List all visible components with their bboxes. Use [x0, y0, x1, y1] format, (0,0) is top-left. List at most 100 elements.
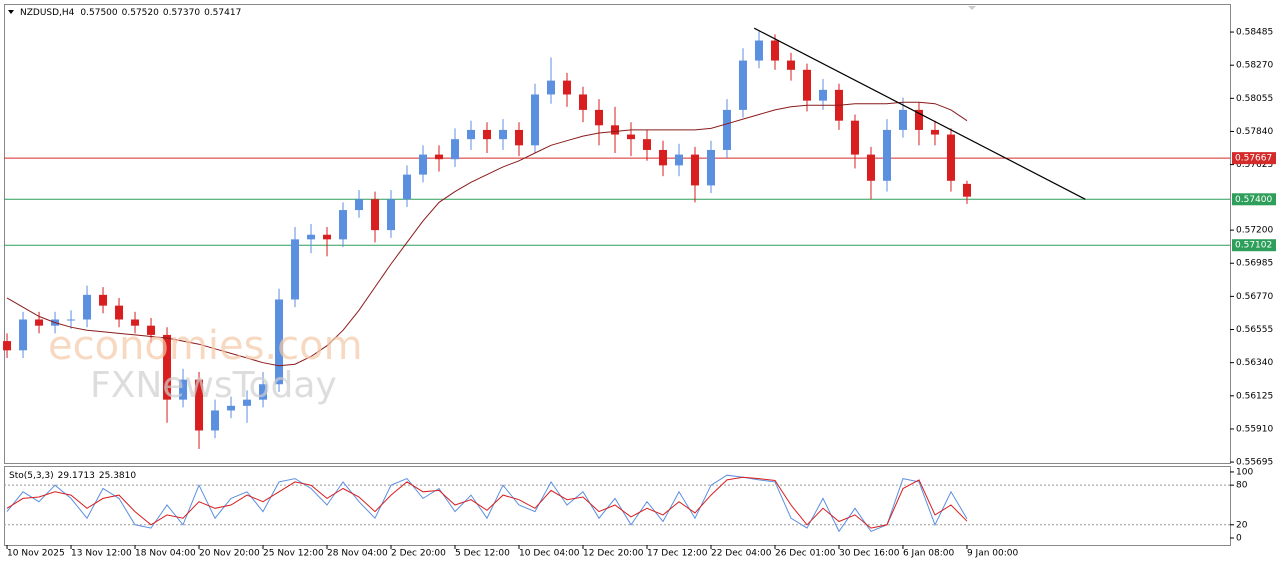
y-tick-label: 0.56125: [1236, 391, 1273, 401]
candle-body: [355, 199, 364, 211]
y-tick-label: 0.56340: [1236, 358, 1273, 368]
trendline: [753, 27, 1086, 200]
candle-body: [786, 60, 795, 70]
candle-body: [211, 410, 220, 431]
price-level-label: 0.57667: [1235, 154, 1272, 164]
candle-body: [802, 69, 811, 101]
candle-body: [754, 40, 763, 61]
candle-body: [131, 319, 140, 326]
candle-body: [595, 109, 604, 126]
candle-body: [3, 341, 12, 351]
indicator-value: 25.3810: [99, 471, 136, 481]
x-tick-label: 30 Dec 16:00: [839, 549, 900, 559]
candle-body: [83, 294, 92, 320]
candle-body: [451, 139, 460, 160]
x-tick-label: 10 Dec 04:00: [519, 549, 580, 559]
x-tick-label: 13 Nov 12:00: [71, 549, 132, 559]
y-tick-label: 0.57625: [1236, 160, 1273, 170]
shift-marker: [968, 6, 976, 10]
candle-body: [531, 94, 540, 146]
price-level-tag: [1232, 193, 1276, 206]
indicator-tick-label: 0: [1236, 533, 1242, 543]
candle-body: [99, 294, 108, 306]
candle-body: [898, 109, 907, 130]
watermark-text: FXNewsToday: [90, 365, 337, 406]
candle-body: [690, 154, 699, 186]
y-tick-label: 0.56985: [1236, 259, 1273, 269]
candle-body: [435, 154, 444, 160]
candle-body: [770, 40, 779, 61]
symbol: NZDUSD,H4: [20, 8, 75, 18]
indicator-panel: [4, 466, 1231, 546]
menu-arrow[interactable]: [8, 10, 14, 14]
candle-body: [563, 80, 572, 95]
candle-body: [930, 129, 939, 135]
y-tick-label: 0.56555: [1236, 325, 1273, 335]
candle-body: [866, 154, 875, 181]
candle-body: [291, 239, 300, 300]
x-tick-label: 5 Dec 12:00: [455, 549, 510, 559]
candle-body: [339, 210, 348, 240]
indicator-tick-label: 100: [1236, 467, 1253, 477]
x-tick-label: 10 Nov 2025: [7, 549, 65, 559]
y-tick-label: 0.55695: [1236, 458, 1273, 468]
candle-body: [307, 234, 316, 240]
x-tick-label: 18 Nov 04:00: [135, 549, 196, 559]
candle-body: [323, 234, 332, 240]
candle-body: [259, 384, 268, 400]
candle-body: [115, 305, 124, 320]
low-label: 0.57370: [163, 8, 200, 18]
price-level-label: 0.57400: [1235, 195, 1272, 205]
candle-body: [67, 319, 76, 321]
candle-body: [371, 199, 380, 231]
candle-body: [275, 299, 284, 385]
y-tick-label: 0.55910: [1236, 424, 1273, 434]
candle-body: [163, 334, 172, 400]
price-level-tag: [1232, 239, 1276, 252]
chart-header: NZDUSD,H4 0.57500 0.57520 0.57370 0.57417: [20, 8, 241, 18]
x-tick-label: 6 Jan 08:00: [903, 549, 955, 559]
indicator-line: [6, 474, 968, 533]
candle-body: [674, 154, 683, 166]
price-level-label: 0.57102: [1235, 241, 1272, 251]
candle-body: [403, 174, 412, 200]
indicator-line: [6, 476, 968, 529]
candle-body: [658, 149, 667, 166]
indicator-tick-label: 80: [1236, 481, 1248, 491]
candle-body: [147, 325, 156, 335]
candle-body: [579, 94, 588, 110]
candle-body: [547, 80, 556, 95]
indicator-header: Sto(5,3,3) 29.1713 25.3810: [9, 471, 136, 481]
candle-body: [195, 379, 204, 431]
candle-body: [467, 129, 476, 140]
candle-body: [642, 139, 651, 150]
candle-body: [738, 60, 747, 110]
candle-body: [35, 319, 44, 326]
y-tick-label: 0.58485: [1236, 28, 1273, 38]
indicator-tick-label: 20: [1236, 520, 1248, 530]
x-tick-label: 20 Nov 20:00: [199, 549, 260, 559]
watermark-text: economies.com: [48, 323, 363, 369]
candle-body: [515, 129, 524, 146]
candle-body: [706, 149, 715, 186]
candle-body: [722, 109, 731, 150]
candle-body: [419, 154, 428, 175]
x-tick-label: 2 Dec 20:00: [391, 549, 446, 559]
candle-body: [818, 89, 827, 101]
candle-body: [850, 120, 859, 155]
moving-average: [6, 101, 968, 367]
close-label: 0.57417: [204, 8, 241, 18]
candle-body: [914, 109, 923, 130]
x-tick-label: 22 Dec 04:00: [711, 549, 772, 559]
watermark: economies.com FXNewsToday: [48, 323, 363, 406]
open-label: 0.57500: [80, 8, 117, 18]
candle-body: [611, 125, 620, 135]
candle-body: [243, 399, 252, 406]
price-level-tag: [1232, 152, 1276, 165]
x-tick-label: 25 Nov 12:00: [263, 549, 324, 559]
candle-body: [387, 199, 396, 231]
x-tick-label: 17 Dec 12:00: [647, 549, 708, 559]
main-panel: [4, 4, 1231, 464]
